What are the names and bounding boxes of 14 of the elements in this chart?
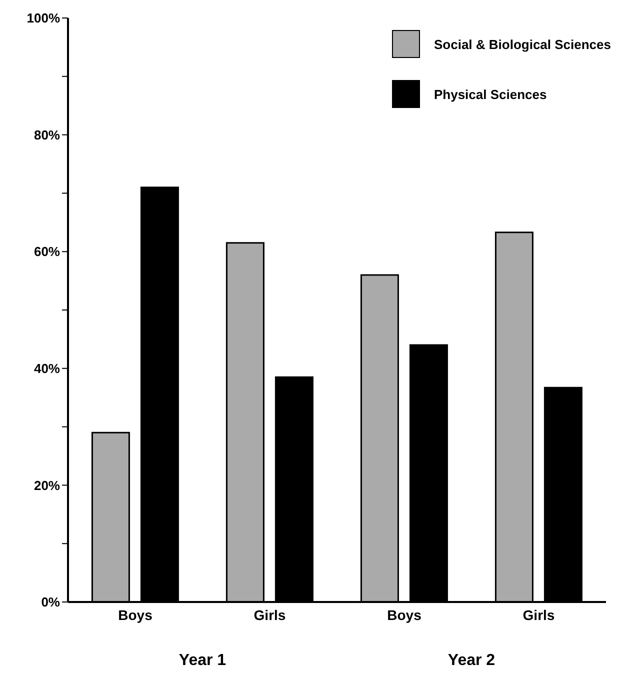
x-tick-label: Girls	[254, 606, 286, 623]
text: Year 2	[446, 652, 496, 670]
text: Year 1	[178, 652, 228, 670]
y-tick-label: 40%	[34, 361, 60, 376]
legend-label: Physical Sciences	[434, 86, 547, 102]
legend-label: Social & Biological Sciences	[434, 36, 611, 52]
y-tick-label: 80%	[34, 127, 60, 142]
y-tick-label: 20%	[34, 478, 60, 493]
y-tick-label: 60%	[34, 244, 60, 260]
x-tick-label: Girls	[522, 606, 555, 623]
y-tick-label: 0%	[41, 594, 60, 610]
x-tick-label: Boys	[387, 606, 422, 623]
y-tick-label: 100%	[26, 10, 60, 26]
x-tick-label: Boys	[118, 606, 153, 623]
